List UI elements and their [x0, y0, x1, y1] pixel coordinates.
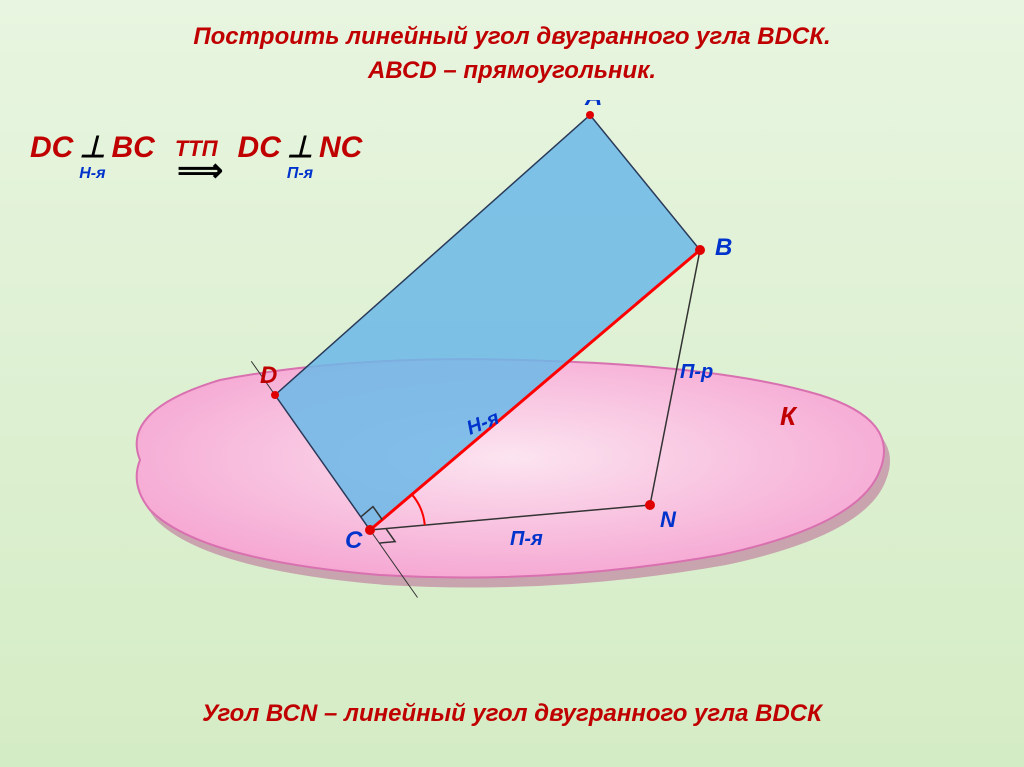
- title-block: Построить линейный угол двугранного угла…: [0, 0, 1024, 87]
- point-label-n: N: [660, 507, 677, 532]
- point-label-d: D: [260, 362, 277, 389]
- point-dot-a: [586, 111, 594, 119]
- point-label-b: В: [715, 234, 732, 261]
- point-dot-n: [645, 500, 655, 510]
- point-label-k: К: [780, 401, 798, 431]
- point-label-a: А: [584, 100, 602, 111]
- geometry-diagram: Н-я П-р П-я АВDСNК: [0, 100, 1024, 650]
- edge-label-pr: П-р: [680, 361, 713, 383]
- bottom-conclusion: Угол ВСN – линейный угол двугранного угл…: [0, 700, 1024, 728]
- title-line2: АВСD – прямоугольник.: [0, 54, 1024, 88]
- edge-label-pya: П-я: [510, 528, 543, 550]
- point-dot-c: [365, 525, 375, 535]
- title-line1: Построить линейный угол двугранного угла…: [0, 20, 1024, 54]
- point-dot-d: [271, 391, 279, 399]
- point-dot-b: [695, 245, 705, 255]
- point-label-c: С: [345, 527, 363, 554]
